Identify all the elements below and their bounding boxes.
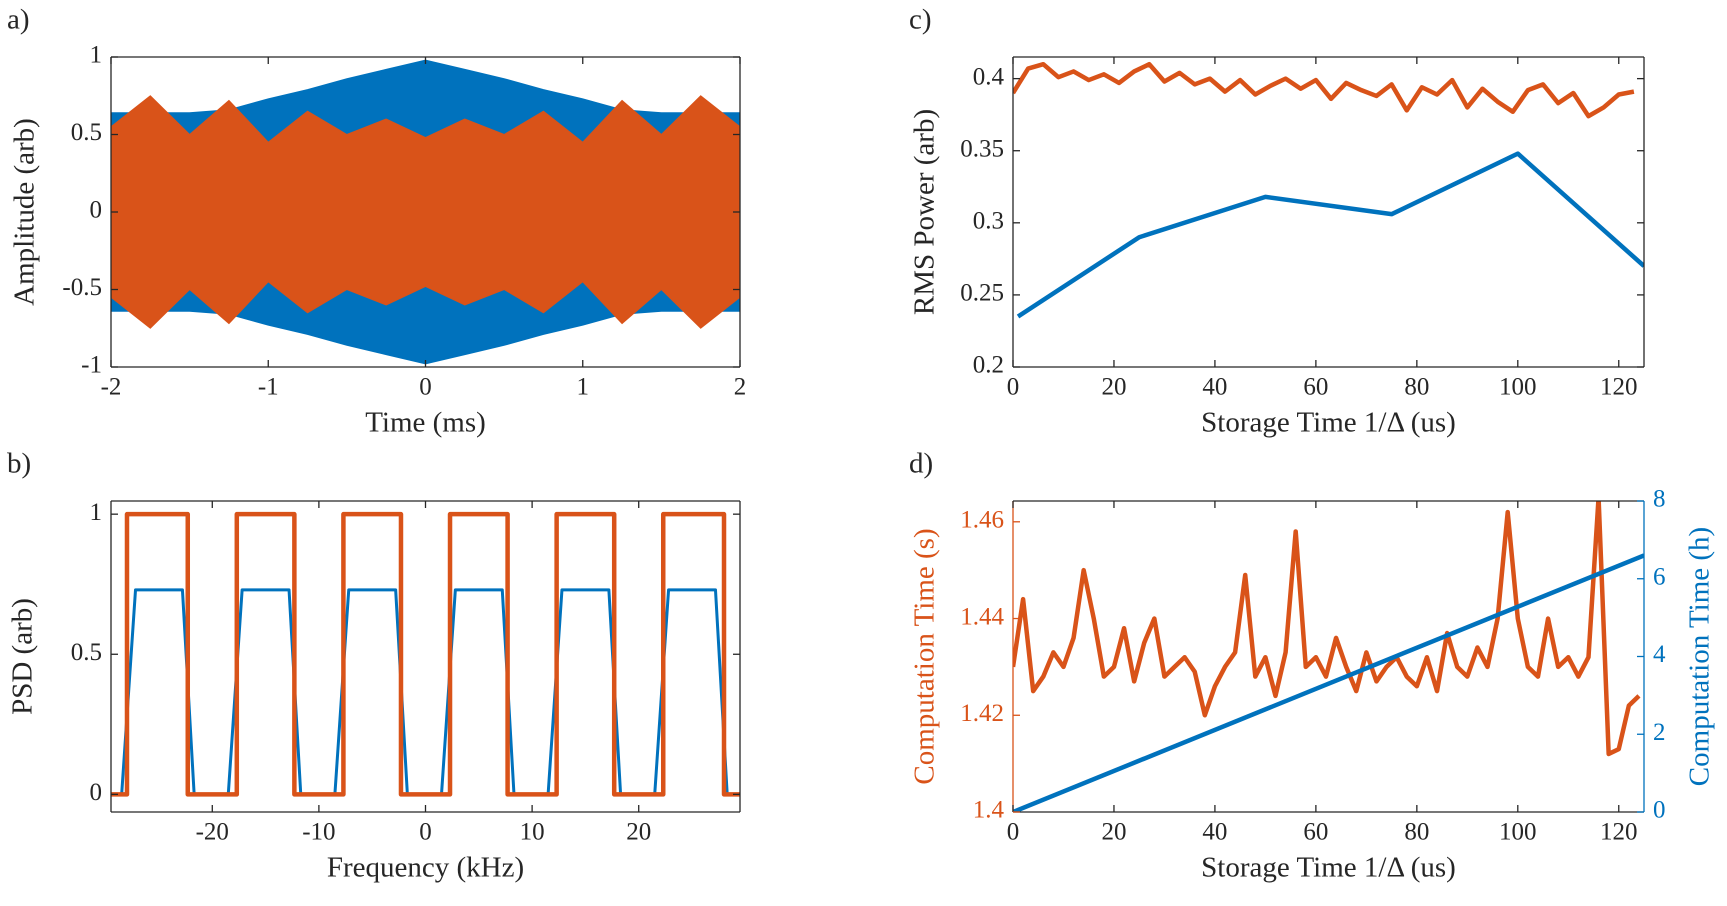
y-tick-label: 0.25	[960, 280, 1004, 307]
plot-area	[1013, 501, 1644, 812]
x-axis-label: Time (ms)	[365, 407, 486, 439]
x-tick-label: 80	[1404, 819, 1429, 846]
line	[1013, 553, 1644, 812]
y2-axis-label: Computation Time (h)	[1684, 527, 1716, 786]
y2-tick-label: 0	[1653, 797, 1666, 824]
x-tick-label: -20	[196, 819, 229, 846]
y-tick-label: 0	[90, 779, 103, 806]
y-tick-label: 0.4	[973, 63, 1005, 90]
envelope	[111, 95, 740, 329]
x-tick-label: 120	[1600, 819, 1638, 846]
y-axis-label: Amplitude (arb)	[9, 118, 41, 306]
y-axis-label: Computation Time (s)	[909, 528, 941, 784]
y-tick-label: 1.42	[960, 700, 1004, 727]
x-axis-label: Frequency (kHz)	[327, 852, 524, 884]
y-tick-label: 1.4	[973, 797, 1005, 824]
x-tick-label: 2	[734, 374, 747, 401]
panel-label: c)	[909, 4, 932, 36]
y-tick-label: 1	[90, 42, 103, 69]
y-tick-label: 1.46	[960, 507, 1004, 534]
panel-label: d)	[909, 448, 933, 480]
x-tick-label: 20	[1101, 819, 1126, 846]
x-axis-label: Storage Time 1/Δ (us)	[1201, 852, 1456, 884]
plot-area	[111, 511, 740, 797]
x-tick-label: 80	[1404, 374, 1429, 401]
x-tick-label: 40	[1202, 819, 1227, 846]
x-tick-label: 0	[1007, 374, 1020, 401]
panel-label: a)	[7, 4, 30, 36]
plot-area	[1013, 61, 1644, 319]
x-tick-label: 40	[1202, 374, 1227, 401]
line	[111, 511, 740, 797]
x-tick-label: 120	[1600, 374, 1638, 401]
x-tick-label: 10	[520, 819, 545, 846]
y2-tick-label: 8	[1653, 486, 1666, 513]
x-tick-label: 0	[1007, 819, 1020, 846]
x-tick-label: 20	[626, 819, 651, 846]
line	[111, 588, 740, 796]
x-tick-label: 100	[1499, 374, 1537, 401]
y-tick-label: 0.5	[71, 639, 102, 666]
y-tick-label: -1	[81, 352, 102, 379]
panel-label: b)	[7, 448, 31, 480]
line	[1013, 61, 1635, 119]
y-tick-label: 0.2	[973, 352, 1004, 379]
y2-tick-label: 6	[1653, 563, 1666, 590]
y-tick-label: 0.5	[71, 119, 102, 146]
y-axis-label: PSD (arb)	[7, 598, 39, 715]
line	[1013, 501, 1641, 757]
y2-tick-label: 2	[1653, 719, 1666, 746]
y-tick-label: 0	[90, 197, 103, 224]
y-tick-label: -0.5	[62, 274, 102, 301]
y-tick-label: 0.35	[960, 135, 1004, 162]
x-tick-label: -10	[302, 819, 335, 846]
x-axis-label: Storage Time 1/Δ (us)	[1201, 407, 1456, 439]
x-tick-label: -2	[101, 374, 122, 401]
x-tick-label: -1	[258, 374, 279, 401]
plot-area	[111, 59, 740, 365]
x-tick-label: 0	[419, 374, 432, 401]
line	[1016, 151, 1644, 319]
y-tick-label: 0.3	[973, 208, 1004, 235]
y-tick-label: 1	[90, 499, 103, 526]
x-tick-label: 1	[577, 374, 590, 401]
y2-tick-label: 4	[1653, 641, 1666, 668]
y-tick-label: 1.44	[960, 603, 1004, 630]
x-tick-label: 60	[1303, 374, 1328, 401]
x-tick-label: 100	[1499, 819, 1537, 846]
y-axis-label: RMS Power (arb)	[909, 109, 941, 315]
x-tick-label: 60	[1303, 819, 1328, 846]
x-tick-label: 0	[419, 819, 432, 846]
x-tick-label: 20	[1101, 374, 1126, 401]
